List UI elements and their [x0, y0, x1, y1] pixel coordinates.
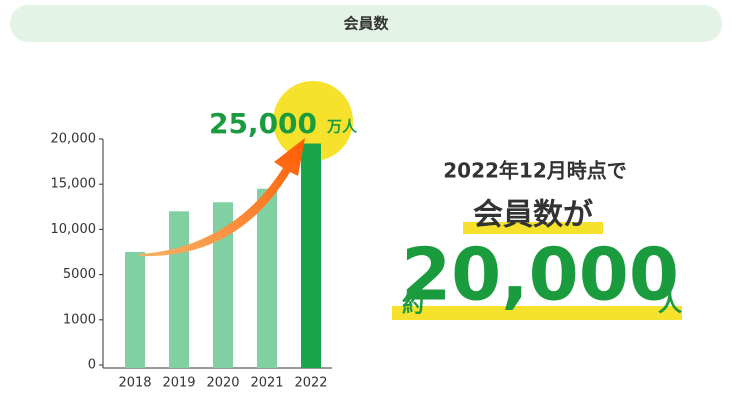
highlight	[392, 306, 682, 320]
chart: 0 1000 5000 10,000 15,000 20,000 2018 2019 2020 2…	[51, 132, 332, 391]
callout-unit: 万人	[326, 118, 358, 136]
y-tick-label: 0	[88, 358, 96, 373]
x-tick-label: 2018	[118, 376, 151, 391]
bar	[301, 143, 321, 368]
x-tick-label: 2022	[294, 376, 327, 391]
callout-circle	[273, 81, 353, 161]
bar	[169, 211, 189, 368]
x-tick-label: 2020	[206, 376, 239, 391]
x-tick-label: 2019	[162, 376, 195, 391]
y-tick-label: 1000	[63, 312, 96, 327]
header-title: 会員数	[343, 15, 389, 33]
summary-unit: 人	[658, 289, 682, 317]
y-tick-label: 15,000	[51, 177, 97, 192]
summary-line1: 2022年12月時点で	[443, 159, 627, 183]
summary-line2: 会員数が	[473, 198, 593, 233]
header-bar	[10, 5, 722, 42]
bar	[213, 202, 233, 368]
summary-number: 20,000	[401, 233, 679, 317]
callout-number: 25,000	[209, 107, 317, 140]
x-tick-label: 2021	[250, 376, 283, 391]
y-tick-label: 20,000	[51, 132, 97, 147]
bar	[125, 252, 145, 368]
y-tick-label: 10,000	[51, 222, 97, 237]
bar	[257, 188, 277, 368]
highlight	[463, 222, 603, 234]
y-tick-label: 5000	[63, 267, 96, 282]
summary-prefix: 約	[402, 292, 424, 318]
growth-arrow	[140, 138, 305, 257]
